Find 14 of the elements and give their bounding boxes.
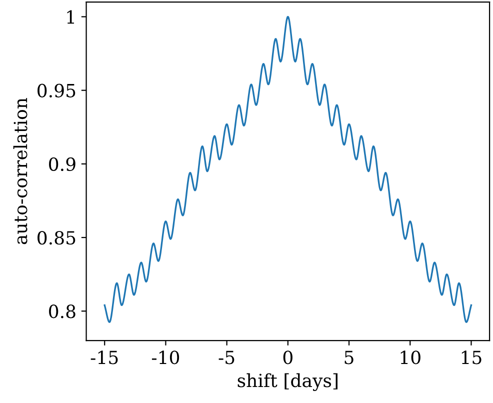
x-tick-label: 15 — [462, 350, 482, 364]
x-tick-label: 0 — [283, 350, 292, 364]
y-tick-label: 0.9 — [49, 157, 76, 172]
x-tick-label: -5 — [218, 350, 234, 364]
x-tick-label: -10 — [152, 350, 180, 364]
y-tick-label: 1 — [67, 10, 74, 24]
y-tick-label: 0.8 — [49, 304, 76, 318]
y-tick-label: 0.95 — [38, 84, 76, 98]
x-tick-label: -15 — [90, 350, 118, 364]
x-tick-label: 5 — [344, 350, 354, 364]
y-tick-label: 0.85 — [38, 230, 76, 245]
x-axis-title: shift [days] — [238, 373, 338, 392]
y-axis-title: auto-correlation — [13, 98, 28, 244]
x-tick-label: 10 — [400, 350, 420, 364]
